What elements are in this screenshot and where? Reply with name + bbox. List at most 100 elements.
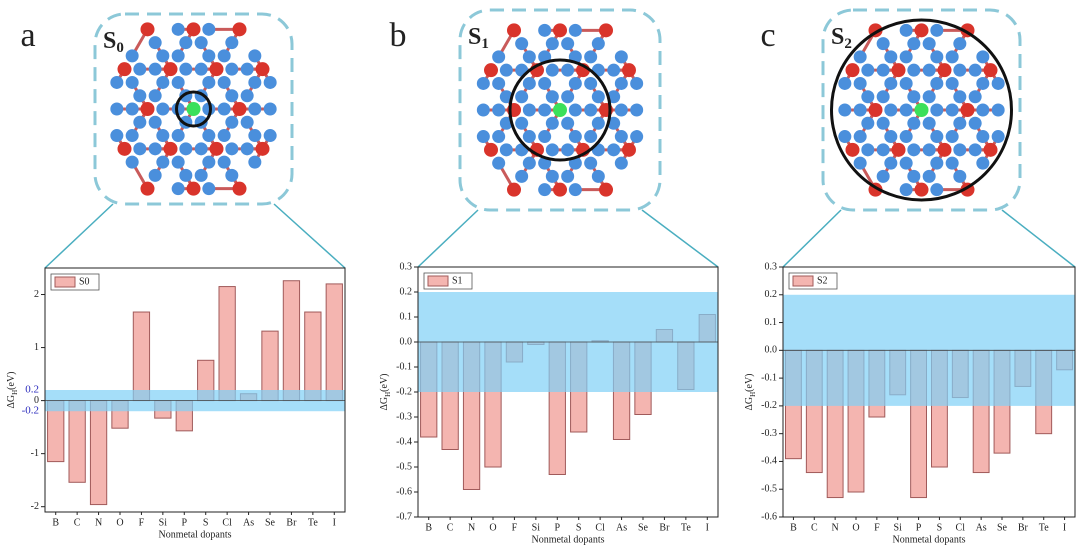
- x-tick-label: B: [52, 517, 59, 528]
- nonmetal-atom: [561, 116, 575, 130]
- nonmetal-atom: [522, 50, 536, 64]
- nonmetal-atom: [125, 49, 139, 63]
- nonmetal-atom: [194, 62, 208, 76]
- metal-atom: [209, 62, 224, 77]
- metal-atom: [553, 182, 567, 197]
- nonmetal-atom: [591, 37, 605, 51]
- nonmetal-atom: [171, 75, 185, 89]
- nonmetal-atom: [968, 63, 982, 77]
- structure-label: S0: [103, 28, 124, 57]
- nonmetal-atom: [225, 115, 239, 129]
- structure-label-main: S: [103, 28, 116, 54]
- nonmetal-atom: [202, 155, 216, 169]
- nonmetal-atom: [515, 90, 529, 104]
- nonmetal-atom: [953, 143, 967, 157]
- x-axis-label: Nonmetal dopants: [531, 534, 604, 545]
- metal-atom: [209, 141, 224, 156]
- legend-swatch: [54, 276, 76, 288]
- y-axis-label: ΔGH(eV): [379, 373, 391, 410]
- region-circle: [175, 90, 212, 128]
- nonmetal-atom: [217, 129, 231, 143]
- nonmetal-atom: [976, 76, 990, 90]
- nonmetal-atom: [225, 168, 239, 182]
- metal-atom: [937, 142, 952, 157]
- nonmetal-atom: [607, 63, 621, 77]
- bar: [282, 280, 301, 402]
- y-label-main: ΔG: [744, 397, 755, 411]
- nonmetal-atom: [922, 63, 936, 77]
- nonmetal-atom: [492, 76, 506, 90]
- nonmetal-atom: [156, 102, 170, 116]
- nonmetal-atom: [179, 142, 193, 156]
- metal-atom: [891, 142, 906, 157]
- nonmetal-atom: [884, 130, 898, 144]
- nonmetal-atom: [922, 37, 936, 51]
- nonmetal-atom: [884, 50, 898, 64]
- legend-label: S1: [452, 275, 463, 286]
- structure-label-main: S: [831, 24, 844, 50]
- panel-letter: a: [20, 17, 35, 54]
- metal-atom: [599, 23, 613, 38]
- x-tick-label: N: [468, 522, 475, 533]
- nonmetal-atom: [545, 169, 559, 183]
- nonmetal-atom: [907, 37, 921, 51]
- metal-atom: [163, 62, 178, 77]
- zoom-line: [273, 203, 346, 269]
- nonmetal-atom: [907, 90, 921, 104]
- panel-letter: b: [390, 17, 407, 54]
- nonmetal-atom: [225, 142, 239, 156]
- nonmetal-atom: [179, 168, 193, 182]
- nonmetal-atom: [945, 103, 959, 117]
- nonmetal-atom: [930, 76, 944, 90]
- metal-atom: [983, 142, 998, 157]
- nonmetal-atom: [953, 37, 967, 51]
- nonmetal-atom: [217, 75, 231, 89]
- metal-atom: [914, 23, 929, 38]
- y-tick-label: -0.4: [396, 436, 412, 447]
- y-tick-label: -1: [31, 448, 39, 459]
- x-tick-label: Br: [659, 522, 670, 533]
- nonmetal-atom: [248, 155, 262, 169]
- nonmetal-atom: [217, 49, 231, 63]
- nonmetal-atom: [899, 50, 913, 64]
- metal-atom: [140, 102, 155, 116]
- nonmetal-atom: [240, 142, 254, 156]
- x-tick-label: Si: [159, 517, 168, 528]
- y-tick-label: -0.5: [396, 461, 412, 472]
- nonmetal-atom: [899, 103, 913, 117]
- y-tick-label: 0.0: [400, 336, 413, 347]
- nonmetal-atom: [125, 75, 139, 89]
- nonmetal-atom: [561, 90, 575, 104]
- x-axis-label: Nonmetal dopants: [158, 529, 231, 540]
- metal-atom: [553, 23, 567, 38]
- nonmetal-atom: [476, 76, 490, 90]
- panel: b S10.30.20.10.0-0.1-0.2-0.3-0.4-0.5-0.6-…: [379, 8, 719, 545]
- y-axis-label: ΔGH(eV): [744, 373, 756, 410]
- y-tick-label: 0.2: [765, 289, 778, 300]
- panel: c S20.30.20.10.0-0.1-0.2-0.3-0.4-0.5-0.6B…: [744, 8, 1076, 545]
- y-tick-label: -0.2: [396, 386, 412, 397]
- nonmetal-atom: [861, 63, 875, 77]
- x-tick-label: As: [243, 517, 254, 528]
- panel-letter: c: [760, 17, 775, 54]
- x-tick-label: Se: [638, 522, 649, 533]
- nonmetal-atom: [976, 50, 990, 64]
- nonmetal-atom: [248, 102, 262, 116]
- region-circle: [830, 18, 1013, 202]
- x-tick-label: B: [790, 522, 797, 533]
- nonmetal-atom: [907, 63, 921, 77]
- metal-atom: [232, 22, 247, 37]
- bar: [218, 286, 236, 402]
- x-tick-label: I: [706, 522, 709, 533]
- x-tick-label: S: [203, 517, 209, 528]
- y-tick-label: -0.6: [396, 486, 412, 497]
- x-tick-label: Cl: [595, 522, 605, 533]
- zoom-line: [641, 209, 719, 268]
- nonmetal-atom: [545, 90, 559, 104]
- y-tick-label: -0.1: [396, 361, 412, 372]
- metal-atom: [507, 182, 521, 197]
- x-tick-label: Se: [997, 522, 1008, 533]
- nonmetal-atom: [202, 129, 216, 143]
- x-tick-label: Te: [681, 522, 691, 533]
- nonmetal-atom: [545, 37, 559, 51]
